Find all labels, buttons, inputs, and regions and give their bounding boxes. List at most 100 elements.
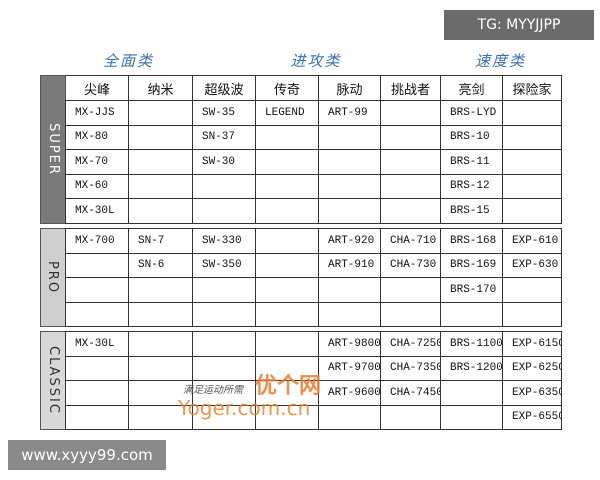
table-cell <box>192 198 256 224</box>
table-cell: ART-9600 <box>318 380 381 406</box>
table-cell: EXP-630 <box>502 252 562 278</box>
table-cell <box>128 331 193 357</box>
table-cell: ART-910 <box>318 252 381 278</box>
table-cell: ART-9700 <box>318 355 381 381</box>
table-cell <box>318 198 381 224</box>
table-cell: EXP-6550 <box>502 404 562 430</box>
table-cell <box>128 124 193 150</box>
table-cell: MX-60 <box>65 173 129 199</box>
table-cell <box>128 149 193 175</box>
table-cell <box>128 277 193 303</box>
table-cell <box>128 355 193 381</box>
table-cell: BRS-15 <box>440 198 503 224</box>
table-cell: EXP-610 <box>502 228 562 254</box>
table-cell <box>380 173 441 199</box>
table-cell: CHA-7450 <box>380 380 441 406</box>
table-cell <box>192 301 256 327</box>
logo-name: 优个网 <box>255 374 322 399</box>
table-cell: SW-350 <box>192 252 256 278</box>
table-cell <box>380 149 441 175</box>
table-cell <box>502 149 562 175</box>
table-cell: BRS-168 <box>440 228 503 254</box>
table-cell <box>255 331 319 357</box>
table-cell <box>318 124 381 150</box>
table-cell: BRS-12 <box>440 173 503 199</box>
group-header: 全面类 <box>102 52 154 70</box>
logo-slogan: 满足运动所需 <box>183 385 243 396</box>
column-header: 超级波 <box>192 75 256 101</box>
table-cell: BRS-LYD <box>440 100 503 126</box>
bottom-watermark: www.xyyy99.com <box>8 440 166 470</box>
table-cell <box>440 301 503 327</box>
table-cell: CHA-7250 <box>380 331 441 357</box>
table-cell <box>128 301 193 327</box>
table-cell <box>380 100 441 126</box>
column-header: 探险家 <box>502 75 562 101</box>
table-cell: EXP-6250 <box>502 355 562 381</box>
table-cell: BRS-1100 <box>440 331 503 357</box>
column-header: 传奇 <box>255 75 319 101</box>
section-label-text: PRO <box>45 260 61 295</box>
section-label: PRO <box>40 228 66 327</box>
table-cell: BRS-10 <box>440 124 503 150</box>
table-cell <box>255 228 319 254</box>
column-header: 亮剑 <box>440 75 503 101</box>
table-cell <box>380 277 441 303</box>
table-cell <box>192 355 256 381</box>
table-cell <box>255 301 319 327</box>
table-cell <box>255 124 319 150</box>
table-cell <box>192 173 256 199</box>
table-cell: BRS-170 <box>440 277 503 303</box>
column-header: 脉动 <box>318 75 381 101</box>
table-cell <box>502 198 562 224</box>
section-label: CLASSIC <box>40 331 66 430</box>
table-cell <box>255 149 319 175</box>
table-cell <box>440 404 503 430</box>
table-cell: SN-6 <box>128 252 193 278</box>
table-cell <box>192 331 256 357</box>
table-cell: MX-80 <box>65 124 129 150</box>
table-cell <box>128 173 193 199</box>
table-cell: EXP-6350 <box>502 380 562 406</box>
table-cell <box>380 198 441 224</box>
table-cell <box>502 124 562 150</box>
table-cell <box>380 301 441 327</box>
table-cell <box>255 198 319 224</box>
table-cell <box>502 100 562 126</box>
table-cell <box>65 301 129 327</box>
table-cell: MX-JJS <box>65 100 129 126</box>
column-header: 挑战者 <box>380 75 441 101</box>
table-cell: ART-99 <box>318 100 381 126</box>
table-cell: LEGEND <box>255 100 319 126</box>
logo-url: Yoger.com.cn <box>178 396 311 420</box>
table-cell: SN-7 <box>128 228 193 254</box>
section-label-text: SUPER <box>45 122 61 176</box>
table-cell <box>502 173 562 199</box>
table-cell: SN-37 <box>192 124 256 150</box>
table-cell: CHA-710 <box>380 228 441 254</box>
group-header: 进攻类 <box>290 52 342 70</box>
table-cell <box>502 277 562 303</box>
table-cell: CHA-7350 <box>380 355 441 381</box>
table-cell <box>255 173 319 199</box>
table-cell: MX-30L <box>65 331 129 357</box>
table-cell: MX-700 <box>65 228 129 254</box>
table-cell <box>318 173 381 199</box>
table-cell: SW-30 <box>192 149 256 175</box>
table-cell <box>255 277 319 303</box>
top-watermark: TG: MYYJJPP <box>444 10 594 40</box>
table-cell: BRS-169 <box>440 252 503 278</box>
table-cell <box>255 252 319 278</box>
table-cell: MX-30L <box>65 198 129 224</box>
table-cell: ART-920 <box>318 228 381 254</box>
table-cell <box>65 252 129 278</box>
table-cell: BRS-11 <box>440 149 503 175</box>
table-cell <box>128 198 193 224</box>
column-header: 尖峰 <box>65 75 129 101</box>
table-cell <box>65 355 129 381</box>
table-cell: EXP-6150 <box>502 331 562 357</box>
table-cell <box>128 100 193 126</box>
table-cell <box>318 149 381 175</box>
